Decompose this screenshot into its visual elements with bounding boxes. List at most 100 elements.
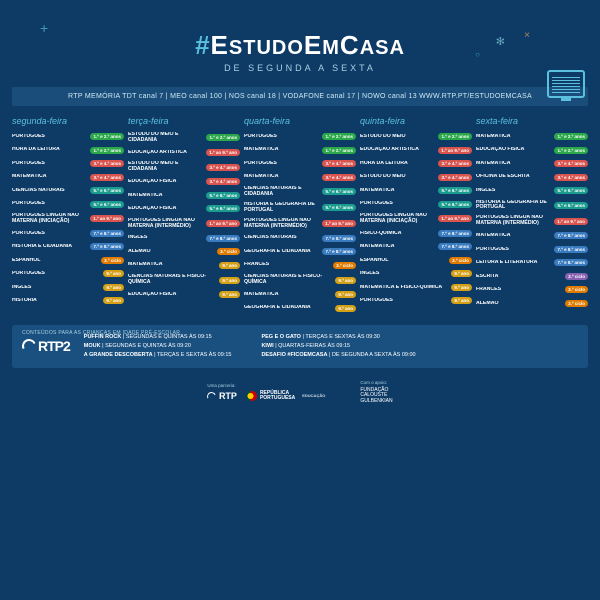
schedule-row: INGLÊS9.º ano: [360, 269, 472, 278]
subject-label: EDUCAÇÃO FÍSICA: [128, 179, 203, 185]
year-tag: 7.º e 8.º anos: [554, 232, 588, 239]
footer: Uma parceria: RTP REPÚBLICAPORTUGUESA ED…: [0, 368, 600, 405]
year-tag: 7.º e 8.º anos: [206, 235, 240, 242]
schedule-row: ESPANHOL3.º ciclo: [12, 256, 124, 265]
subject-label: EDUCAÇÃO FÍSICA: [128, 292, 216, 298]
subject-label: EDUCAÇÃO ARTÍSTICA: [360, 147, 435, 153]
subject-label: PORTUGUÊS: [12, 231, 87, 237]
subject-label: MATEMÁTICA: [360, 188, 435, 194]
subject-label: OFICINA DE ESCRITA: [476, 174, 551, 180]
schedule-row: PORTUGUÊS9.º ano: [12, 269, 124, 278]
gulbenkian-logo: FUNDAÇÃO CALOUSTE GULBENKIAN: [360, 388, 392, 405]
subject-label: MATEMÁTICA: [128, 193, 203, 199]
page-title: #ESTUDOEMCASA: [0, 30, 600, 61]
subject-label: MATEMÁTICA: [244, 147, 319, 153]
partners-block: Uma parceria: RTP REPÚBLICAPORTUGUESA ED…: [207, 383, 325, 401]
day-header: quarta-feira: [244, 116, 356, 126]
year-tag: 1.º ao 9.º ano: [90, 215, 124, 222]
schedule-row: CIÊNCIAS NATURAIS E CIDADANIA5.º e 6.º a…: [244, 186, 356, 197]
year-tag: 1.º ao 9.º ano: [438, 215, 472, 222]
flag-icon: [247, 391, 257, 401]
schedule-row: PORTUGUÊS LÍNGUA NÃO MATERNA (INTERMÉDIO…: [128, 218, 240, 229]
year-tag: 5.º e 6.º anos: [206, 192, 240, 199]
schedule-row: MATEMÁTICA1.º e 2.º anos: [476, 132, 588, 141]
year-tag: 3.º e 4.º anos: [438, 160, 472, 167]
subject-label: FRANCÊS: [244, 262, 330, 268]
schedule-row: HISTÓRIA9.º ano: [12, 296, 124, 305]
year-tag: 1.º e 2.º anos: [322, 147, 356, 154]
subject-label: PORTUGUÊS LÍNGUA NÃO MATERNA (INICIAÇÃO): [12, 213, 87, 224]
year-tag: 7.º e 8.º anos: [90, 230, 124, 237]
schedule-row: CIÊNCIAS NATURAIS7.º e 8.º anos: [244, 234, 356, 243]
preschool-label: CONTEÚDOS PARA AS CRIANÇAS EM IDADE PRÉ-…: [22, 330, 180, 336]
subject-label: MATEMÁTICA: [360, 244, 435, 250]
schedule-row: PORTUGUÊS LÍNGUA NÃO MATERNA (INICIAÇÃO)…: [12, 213, 124, 224]
decor-x-icon: ×: [524, 30, 530, 41]
year-tag: 5.º e 6.º anos: [554, 187, 588, 194]
year-tag: 7.º e 8.º anos: [90, 243, 124, 250]
channels-bar: RTP MEMÓRIA TDT canal 7 | MEO canal 100 …: [12, 87, 588, 106]
rtp-arc-icon: [20, 337, 38, 355]
year-tag: 5.º e 6.º anos: [554, 202, 588, 209]
year-tag: 3.º e 4.º anos: [554, 160, 588, 167]
year-tag: 1.º ao 9.º ano: [554, 218, 588, 225]
subject-label: HISTÓRIA: [12, 298, 100, 304]
year-tag: 3.º e 4.º anos: [206, 178, 240, 185]
year-tag: 3.º ciclo: [565, 286, 588, 293]
schedule-row: ALEMÃO3.º ciclo: [128, 247, 240, 256]
shows-left: PUFFIN ROCK | SEGUNDAS E QUINTAS ÀS 09:1…: [84, 333, 232, 359]
monitor-icon: [547, 70, 585, 98]
subject-label: PORTUGUÊS: [476, 247, 551, 253]
schedule-row: EDUCAÇÃO FÍSICA9.º ano: [128, 290, 240, 299]
year-tag: 7.º e 8.º anos: [554, 259, 588, 266]
year-tag: 5.º e 6.º anos: [90, 187, 124, 194]
subject-label: PORTUGUÊS LÍNGUA NÃO MATERNA (INTERMÉDIO…: [128, 218, 203, 229]
partner-logos: RTP REPÚBLICAPORTUGUESA EDUCAÇÃO: [207, 391, 325, 401]
year-tag: 3.º e 4.º anos: [90, 174, 124, 181]
schedule-row: GEOGRAFIA E CIDADANIA9.º ano: [244, 304, 356, 313]
subject-label: MATEMÁTICA: [128, 262, 216, 268]
decor-gear-icon: ✻: [496, 35, 505, 48]
year-tag: 7.º e 8.º anos: [554, 246, 588, 253]
preschool-shows: PUFFIN ROCK | SEGUNDAS E QUINTAS ÀS 09:1…: [84, 333, 416, 359]
day-header: segunda-feira: [12, 116, 124, 126]
schedule-row: PORTUGUÊS1.º e 2.º anos: [12, 132, 124, 141]
subject-label: EDUCAÇÃO ARTÍSTICA: [128, 150, 203, 156]
schedule-row: ESTUDO DO MEIO3.º e 4.º anos: [360, 173, 472, 182]
schedule-row: FÍSICO-QUÍMICA7.º e 8.º anos: [360, 229, 472, 238]
schedule-row: MATEMÁTICA3.º e 4.º anos: [12, 173, 124, 182]
year-tag: 3.º ciclo: [565, 300, 588, 307]
subject-label: PORTUGUÊS LÍNGUA NÃO MATERNA (INICIAÇÃO): [360, 213, 435, 224]
schedule-row: PORTUGUÊS LÍNGUA NÃO MATERNA (INTERMÉDIO…: [476, 215, 588, 226]
subject-label: PORTUGUÊS: [12, 134, 87, 140]
republica-logo: REPÚBLICAPORTUGUESA EDUCAÇÃO: [247, 391, 325, 401]
schedule-row: PORTUGUÊS5.º e 6.º anos: [12, 200, 124, 209]
hash: #: [195, 30, 210, 60]
schedule-row: MATEMÁTICA3.º e 4.º anos: [476, 159, 588, 168]
schedule-row: EDUCAÇÃO FÍSICA3.º e 4.º anos: [128, 177, 240, 186]
schedule-row: MATEMÁTICA E FÍSICO-QUÍMICA9.º ano: [360, 283, 472, 292]
subject-label: ESTUDO DO MEIO E CIDADANIA: [128, 132, 203, 143]
subject-label: PORTUGUÊS LÍNGUA NÃO MATERNA (INTERMÉDIO…: [476, 215, 551, 226]
subject-label: MATEMÁTICA E FÍSICO-QUÍMICA: [360, 285, 448, 291]
year-tag: 9.º ano: [451, 284, 472, 291]
schedule-row: CIÊNCIAS NATURAIS5.º e 6.º anos: [12, 186, 124, 195]
year-tag: 9.º ano: [335, 277, 356, 284]
year-tag: 7.º e 8.º anos: [438, 230, 472, 237]
year-tag: 1.º e 2.º anos: [438, 133, 472, 140]
year-tag: 7.º e 8.º anos: [322, 235, 356, 242]
schedule-row: INGLÊS9.º ano: [12, 283, 124, 292]
subject-label: CIÊNCIAS NATURAIS E FÍSICO-QUÍMICA: [244, 274, 332, 285]
schedule-row: MATEMÁTICA7.º e 8.º anos: [476, 231, 588, 240]
year-tag: 3.º ciclo: [449, 257, 472, 264]
year-tag: 9.º ano: [335, 305, 356, 312]
year-tag: 3.º ciclo: [101, 257, 124, 264]
subject-label: GEOGRAFIA E CIDADANIA: [244, 249, 319, 255]
year-tag: 3.º ciclo: [333, 262, 356, 269]
schedule-row: PORTUGUÊS7.º e 8.º anos: [476, 245, 588, 254]
schedule-row: EDUCAÇÃO FÍSICA5.º e 6.º anos: [128, 204, 240, 213]
year-tag: 7.º e 8.º anos: [322, 248, 356, 255]
schedule-row: MATEMÁTICA3.º e 4.º anos: [244, 173, 356, 182]
subject-label: HISTÓRIA E GEOGRAFIA DE PORTUGAL: [244, 202, 319, 213]
subject-label: ESTUDO DO MEIO: [360, 174, 435, 180]
